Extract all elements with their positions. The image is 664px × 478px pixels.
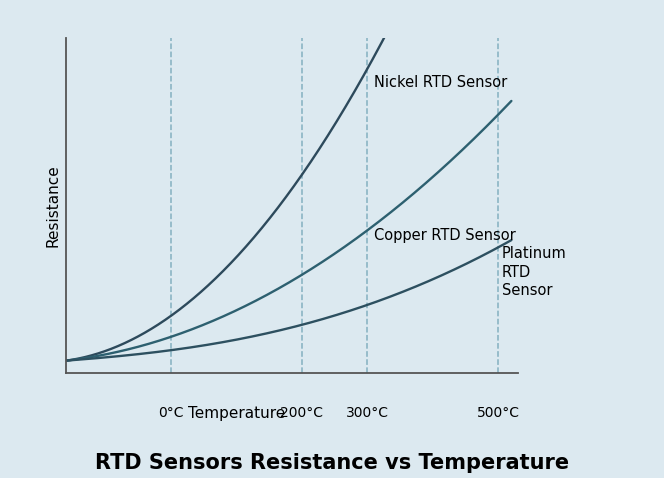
Text: Copper RTD Sensor: Copper RTD Sensor (374, 228, 516, 243)
Text: RTD Sensors Resistance vs Temperature: RTD Sensors Resistance vs Temperature (95, 453, 569, 473)
Text: Nickel RTD Sensor: Nickel RTD Sensor (374, 75, 507, 89)
Text: 200°C: 200°C (280, 406, 323, 420)
Y-axis label: Resistance: Resistance (46, 164, 61, 247)
Text: 300°C: 300°C (346, 406, 389, 420)
Text: 500°C: 500°C (477, 406, 520, 420)
Text: Platinum
RTD
Sensor: Platinum RTD Sensor (501, 246, 566, 298)
Text: 0°C: 0°C (158, 406, 184, 420)
Text: Temperature: Temperature (188, 406, 285, 421)
